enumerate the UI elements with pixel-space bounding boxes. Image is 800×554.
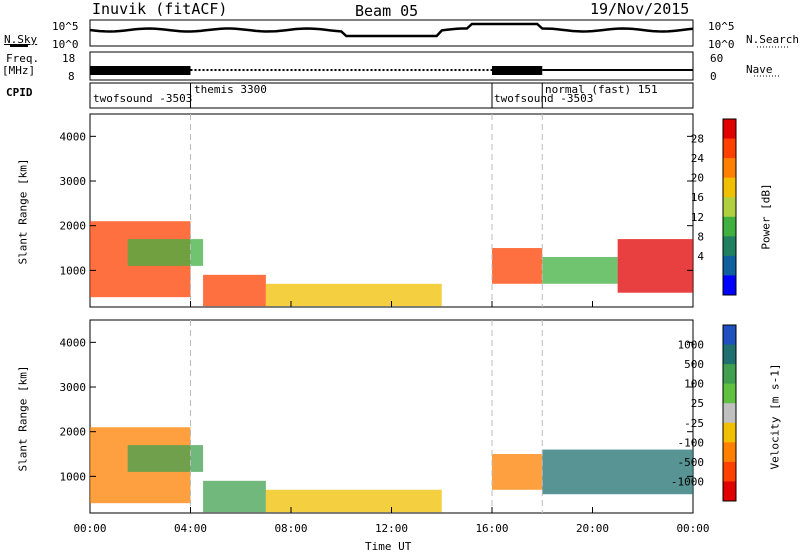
xtick-label: 16:00: [475, 522, 508, 535]
power-ytick-label: 3000: [60, 175, 87, 188]
velocity-cbar-segment: [723, 481, 736, 502]
velocity-data-region: [492, 454, 543, 490]
power-cbar-tick: 4: [697, 250, 704, 263]
freq-tick-top: 18: [62, 52, 76, 65]
date-title: 19/Nov/2015: [590, 0, 690, 18]
station-title: Inuvik (fitACF): [92, 0, 228, 18]
power-data-region: [542, 256, 618, 284]
velocity-cbar-tick: 25: [691, 397, 704, 410]
power-cbar-segment: [723, 158, 736, 179]
nave-label: Nave: [746, 63, 773, 76]
power-data-region: [127, 239, 204, 266]
power-ytick-label: 4000: [60, 130, 87, 143]
power-cbar-tick: 20: [691, 172, 704, 185]
velocity-cbar-tick: -25: [684, 417, 704, 430]
power-cbar-tick: 28: [691, 133, 704, 146]
velocity-cbar-segment: [723, 442, 736, 463]
noise-tick-bot-left: 10^0: [52, 38, 79, 51]
noise-trace: [89, 22, 694, 38]
nsky-label: N.Sky: [4, 33, 38, 46]
freq-label: Freq.: [6, 52, 40, 65]
velocity-ytick-label: 4000: [60, 336, 87, 349]
mhz-label: [MHz]: [2, 64, 36, 77]
noise-tick-top-right: 10^5: [708, 20, 735, 33]
velocity-cbar-tick: -1000: [671, 475, 704, 488]
power-data-region: [492, 248, 543, 284]
velocity-data-region: [265, 489, 442, 513]
noise-tick-bot-right: 10^0: [708, 38, 735, 51]
power-cbar-tick: 8: [697, 230, 704, 243]
xtick-label: 00:00: [73, 522, 106, 535]
xtick-label: 12:00: [375, 522, 408, 535]
power-cbar-frame: [722, 118, 737, 296]
power-cbar-segment: [723, 119, 736, 140]
velocity-cbar-frame: [722, 324, 737, 502]
velocity-cbar-segment: [723, 344, 736, 365]
power-data-region: [265, 283, 442, 307]
power-cbar-segment: [723, 177, 736, 198]
nave-bar: [90, 66, 191, 75]
power-cbar-tick: 12: [691, 211, 704, 224]
velocity-ytick-label: 3000: [60, 381, 87, 394]
power-cbar-segment: [723, 216, 736, 237]
velocity-ytick-label: 1000: [60, 470, 87, 483]
cpid-program: themis 3300: [194, 83, 267, 96]
velocity-cbar-segment: [723, 422, 736, 443]
velocity-cbar-segment: [723, 325, 736, 346]
nsearch-label: N.Search: [746, 33, 799, 46]
power-cbar-segment: [723, 255, 736, 276]
xtick-label: 20:00: [576, 522, 609, 535]
power-data-region: [617, 239, 693, 293]
nave-bar: [492, 66, 543, 75]
power-cbar-tick: 16: [691, 191, 704, 204]
velocity-cbar-tick: 1000: [678, 339, 705, 352]
velocity-data-region: [542, 449, 693, 495]
velocity-cbar-tick: -100: [678, 436, 705, 449]
power-ytick-label: 2000: [60, 220, 87, 233]
velocity-cbar-segment: [723, 383, 736, 404]
velocity-cbar-tick: -500: [678, 456, 705, 469]
velocity-cbar-segment: [723, 461, 736, 482]
power-data-region: [203, 274, 266, 307]
xaxis-label: Time UT: [365, 540, 412, 553]
velocity-data-region: [203, 480, 266, 513]
noise-tick-top-left: 10^5: [52, 20, 79, 33]
cpid-program: normal (fast) 151: [545, 83, 658, 96]
cpid-label: CPID: [6, 86, 33, 99]
velocity-ytick-label: 2000: [60, 426, 87, 439]
nave-tick-top: 60: [710, 52, 724, 65]
beam-title: Beam 05: [355, 2, 419, 20]
cpid-program: twofsound -3503: [494, 92, 594, 105]
velocity-cbar-segment: [723, 403, 736, 424]
power-ytick-label: 1000: [60, 264, 87, 277]
xtick-label: 04:00: [174, 522, 207, 535]
power-cbar-segment: [723, 197, 736, 218]
cpid-program: twofsound -3503: [93, 92, 193, 105]
velocity-cbar-tick: 500: [684, 358, 704, 371]
power-cbar-segment: [723, 138, 736, 159]
velocity-cbar-tick: 100: [684, 378, 704, 391]
velocity-cbar-segment: [723, 364, 736, 385]
nave-tick-bot: 0: [710, 70, 717, 83]
freq-tick-bot: 8: [68, 70, 75, 83]
power-cbar-tick: 24: [691, 152, 705, 165]
xtick-label: 00:00: [676, 522, 709, 535]
power-cbar-segment: [723, 275, 736, 296]
xtick-label: 08:00: [274, 522, 307, 535]
power-cbar-segment: [723, 236, 736, 257]
noise-panel-frame: [89, 19, 694, 47]
cpid-panel-frame: [89, 82, 694, 109]
velocity-data-region: [127, 445, 204, 472]
